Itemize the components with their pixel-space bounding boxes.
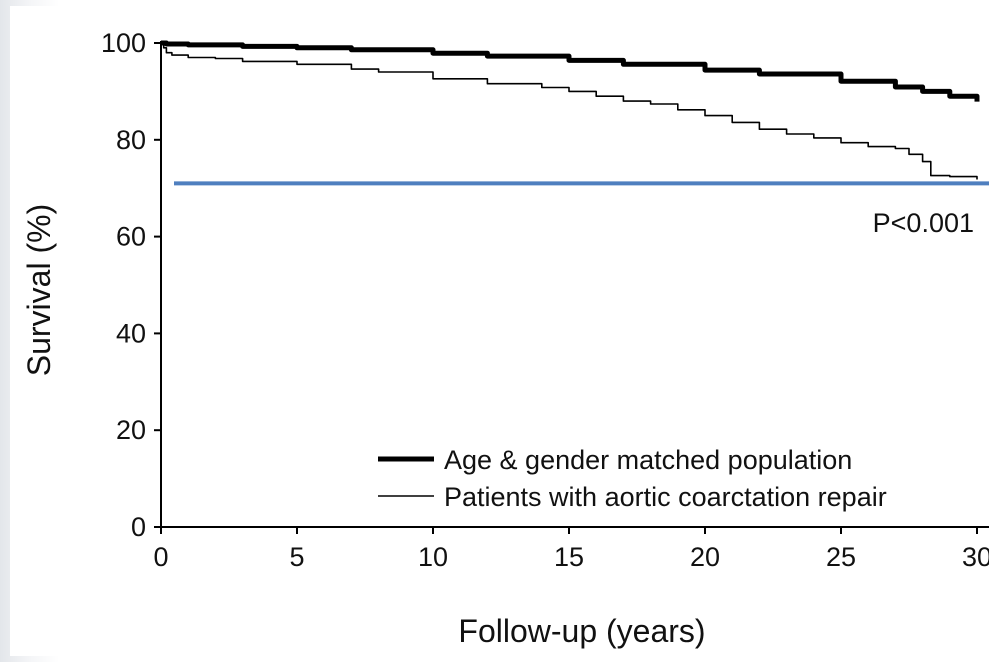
y-axis-title: Survival (%): [21, 204, 57, 376]
plot-lines: [161, 40, 989, 186]
y-tick-label: 0: [131, 512, 146, 542]
x-tick-label: 0: [153, 542, 168, 572]
x-tick-label: 20: [690, 542, 720, 572]
x-tick-label: 15: [554, 542, 584, 572]
y-tick-label: 80: [116, 125, 146, 155]
x-axis-title: Follow-up (years): [458, 613, 705, 649]
x-tick-label: 30: [962, 542, 989, 572]
series-line-patients: [161, 42, 978, 180]
x-tick-label: 10: [418, 542, 448, 572]
ticks: 0 20 40 60 80 100 0 5 10 15 20 25 30: [101, 28, 989, 572]
legend-label-population: Age & gender matched population: [444, 445, 852, 475]
y-tick-label: 100: [101, 28, 146, 58]
axes: [160, 41, 989, 528]
x-tick-label: 5: [289, 542, 304, 572]
legend-label-patients: Patients with aortic coarctation repair: [444, 482, 887, 512]
series-line-population: [161, 40, 980, 102]
p-value-annotation: P<0.001: [873, 208, 974, 238]
y-tick-label: 40: [116, 318, 146, 348]
y-tick-label: 60: [116, 222, 146, 252]
x-tick-label: 25: [826, 542, 856, 572]
y-tick-label: 20: [116, 415, 146, 445]
legend: Age & gender matched population Patients…: [378, 445, 887, 512]
chart-panel: [10, 6, 989, 656]
